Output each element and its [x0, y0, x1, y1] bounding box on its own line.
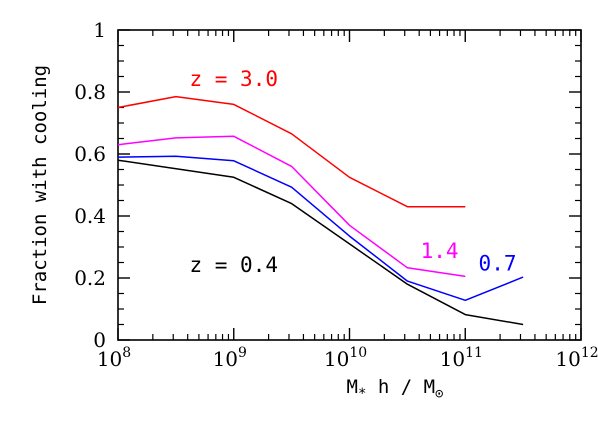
curve-label: 0.7	[479, 251, 517, 275]
series-line	[117, 155, 524, 302]
series-lines	[117, 95, 524, 326]
x-axis-title-main: M	[347, 376, 358, 398]
curve-label: 1.4	[421, 239, 459, 263]
x-tick-label-base: 10	[97, 347, 122, 371]
major-ticks	[117, 29, 582, 341]
annotations: z = 3.0 1.4 0.7 z = 0.4	[189, 67, 516, 277]
x-tick-label-exponent: 12	[581, 345, 598, 361]
y-tick-label: 1	[93, 18, 106, 42]
x-tick-label-exponent: 11	[465, 345, 483, 361]
x-axis-title: M* h / M⊙	[347, 376, 445, 402]
y-axis-title: Fraction with cooling	[29, 65, 51, 305]
x-tick-label-base: 10	[440, 347, 465, 371]
series-line	[117, 159, 524, 326]
x-axis-title-sub: *	[358, 386, 366, 402]
y-tick-label: 0	[93, 328, 106, 352]
y-tick-label: 0.8	[74, 80, 106, 104]
minor-ticks	[118, 30, 581, 340]
x-tick-label: 108	[97, 345, 131, 371]
x-tick-label-exponent: 10	[349, 345, 367, 361]
y-tick-label: 0.2	[74, 266, 106, 290]
y-tick-label: 0.6	[74, 142, 106, 166]
y-tick-label: 0.4	[74, 204, 106, 228]
x-tick-label: 1012	[555, 345, 598, 371]
x-tick-label-exponent: 9	[238, 345, 247, 361]
curve-label: z = 3.0	[189, 67, 278, 91]
x-tick-label-exponent: 8	[122, 345, 131, 361]
series-line	[117, 135, 466, 278]
series-line	[117, 95, 466, 208]
x-axis-title-rest: h / M	[366, 376, 435, 398]
x-tick-label-base: 10	[324, 347, 349, 371]
plot-frame	[117, 29, 582, 341]
x-axis-title-sub2: ⊙	[435, 386, 444, 402]
x-tick-label-base: 10	[555, 347, 580, 371]
x-tick-label: 109	[213, 345, 247, 371]
curve-label: z = 0.4	[189, 253, 278, 277]
x-tick-label: 1011	[440, 345, 483, 371]
x-tick-label-base: 10	[213, 347, 238, 371]
x-tick-label: 1010	[324, 345, 367, 371]
